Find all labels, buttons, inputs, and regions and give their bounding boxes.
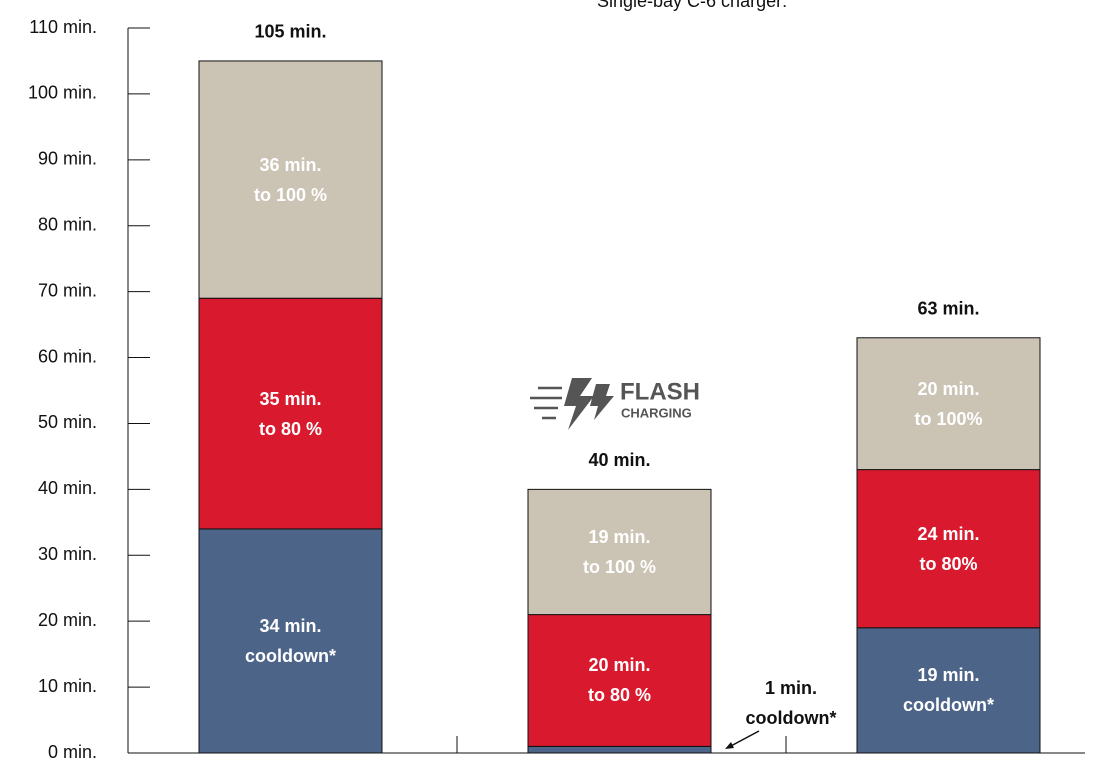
annotation: FLASH bbox=[620, 378, 700, 405]
y-tick-label: 40 min. bbox=[38, 478, 97, 498]
y-tick-label: 90 min. bbox=[38, 149, 97, 169]
segment-label: 20 min. to 100% bbox=[914, 378, 983, 429]
segment-label: 20 min. to 80 % bbox=[587, 655, 652, 706]
y-tick-label: 50 min. bbox=[38, 412, 97, 432]
flash-icon bbox=[590, 384, 614, 420]
y-tick-label: 60 min. bbox=[38, 346, 97, 366]
y-tick-label: 80 min. bbox=[38, 214, 97, 234]
segment-label: 19 min. cooldown* bbox=[903, 665, 994, 716]
y-tick-label: 10 min. bbox=[38, 676, 97, 696]
y-tick-label: 0 min. bbox=[48, 742, 97, 760]
y-tick-label: 20 min. bbox=[38, 610, 97, 630]
segment-label: 19 min. to 100 % bbox=[582, 526, 657, 577]
bar-segment bbox=[856, 627, 1041, 754]
bar-segment bbox=[856, 337, 1041, 471]
segment-label-box: 24 min. to 80% bbox=[917, 523, 980, 574]
segment-label-box: 19 min. to 100 % bbox=[582, 526, 657, 577]
bar-segment bbox=[198, 297, 383, 530]
segment-label-box: 19 min. cooldown* bbox=[903, 665, 994, 716]
y-tick-label: 70 min. bbox=[38, 280, 97, 300]
y-tick-label: 110 min. bbox=[29, 17, 97, 37]
segment-label-box: 1 min. cooldown* bbox=[745, 678, 837, 728]
total-label: 105 min. bbox=[254, 22, 326, 42]
total-label: 40 min. bbox=[588, 450, 650, 470]
y-tick-label: 30 min. bbox=[38, 544, 97, 564]
bar-segment bbox=[527, 745, 712, 754]
flash-logo: FLASH CHARGING bbox=[530, 378, 700, 430]
bar-segment bbox=[527, 488, 712, 616]
segment-label: 36 min. to 100 % bbox=[253, 154, 328, 205]
segment-label: 35 min. to 80 % bbox=[258, 388, 323, 439]
segment-label-box: 34 min. cooldown* bbox=[245, 615, 336, 666]
subtitle: Single-bay C-6 charger: bbox=[597, 0, 787, 11]
segment-label: 1 min. cooldown* bbox=[745, 678, 837, 728]
total-label: 63 min. bbox=[917, 299, 979, 319]
bar-segment bbox=[198, 60, 383, 299]
flash-icon bbox=[564, 378, 594, 430]
segment-label-box: 36 min. to 100 % bbox=[253, 154, 328, 205]
label-arrowhead bbox=[725, 742, 734, 749]
segment-label: 24 min. to 80% bbox=[917, 523, 980, 574]
bar-segment bbox=[527, 614, 712, 747]
segment-label-box: 20 min. to 80 % bbox=[587, 655, 652, 706]
label-arrow bbox=[728, 730, 760, 748]
y-tick-label: 100 min. bbox=[28, 83, 97, 103]
segment-label-box: 20 min. to 100% bbox=[914, 378, 983, 429]
segment-label: 34 min. cooldown* bbox=[245, 615, 336, 666]
segment-label-box: 35 min. to 80 % bbox=[258, 388, 323, 439]
bar-segment bbox=[856, 469, 1041, 629]
annotation: CHARGING bbox=[621, 405, 692, 420]
